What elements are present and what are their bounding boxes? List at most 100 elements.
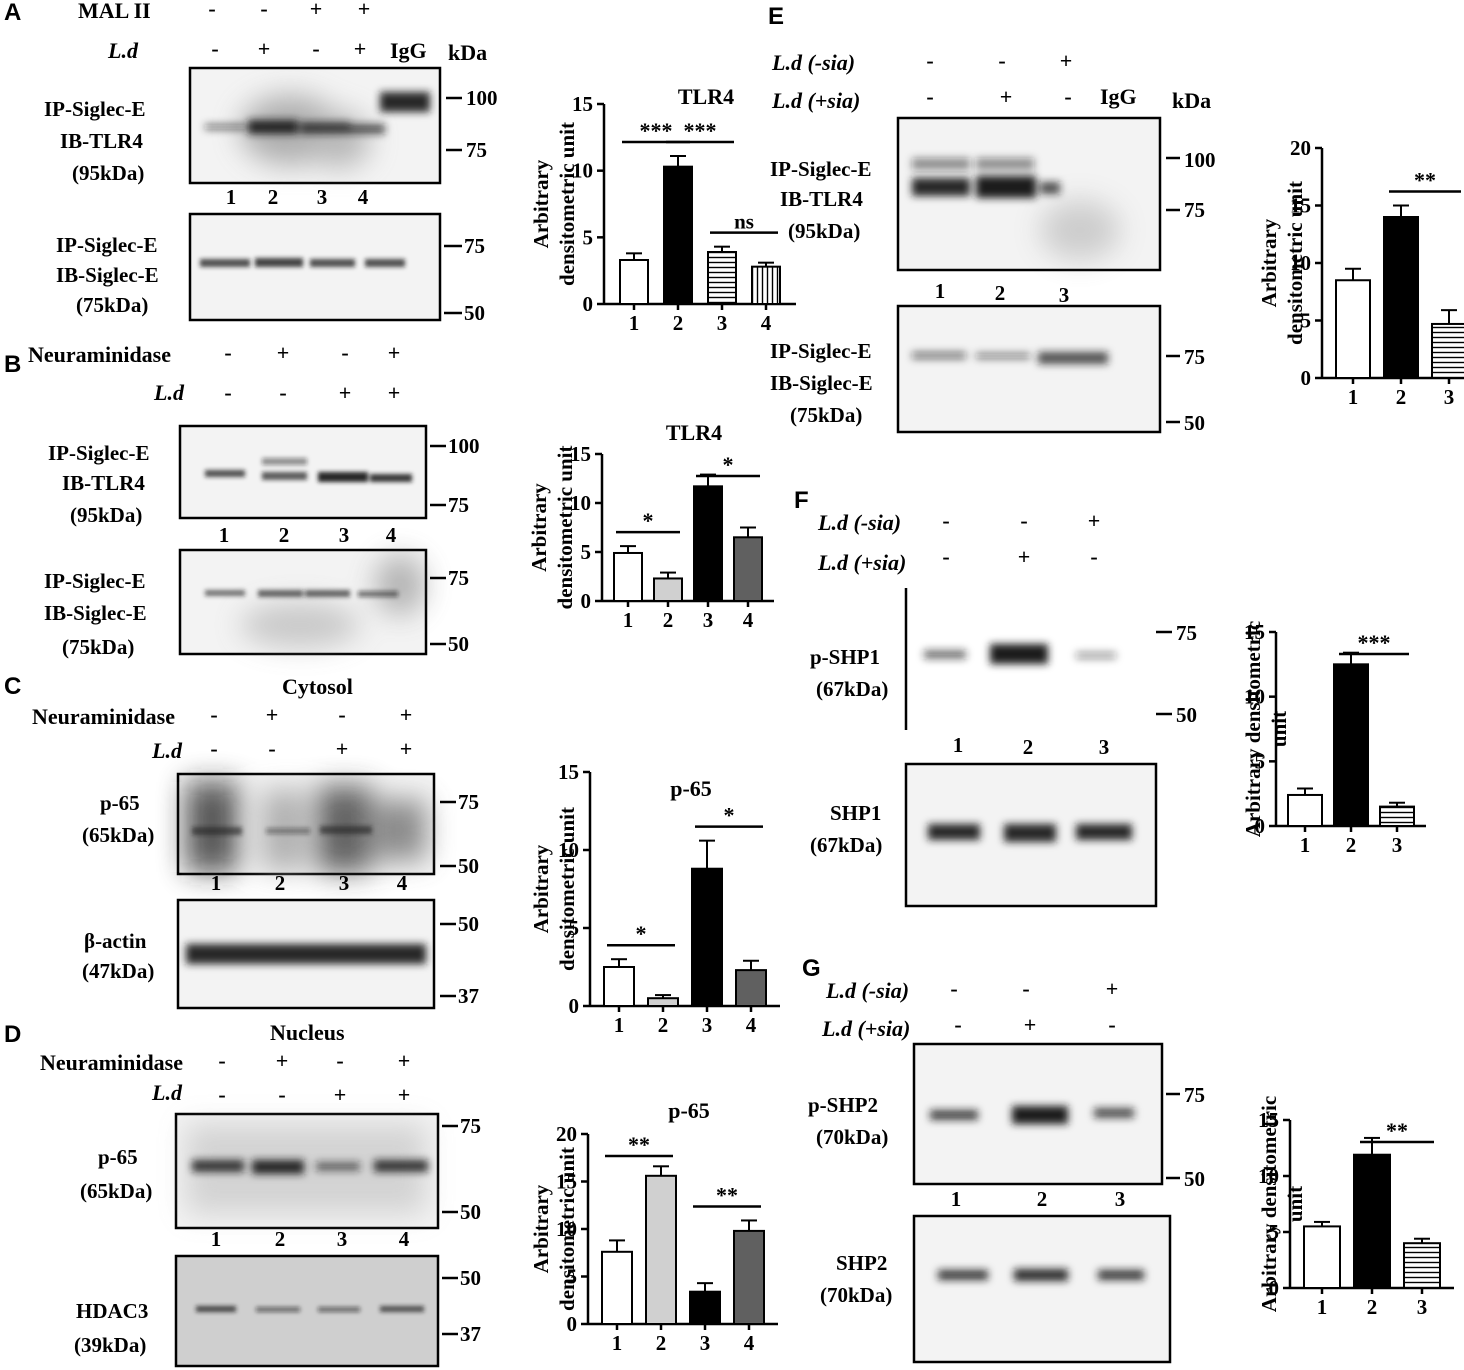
panel-c-lane-4: 4: [397, 871, 408, 895]
chart-d-title: p-65: [668, 1098, 710, 1123]
chart-a: 0 5 10 15 Arbitrary densitometric unit TLR4 1 2 3…: [529, 84, 796, 335]
chart-f-xtick-label-2: 2: [1346, 833, 1357, 857]
panel-d-t2-sign-4: +: [398, 1082, 411, 1107]
panel-c-t2-sign-3: +: [336, 736, 349, 761]
panel-b-t2-sign-3: +: [339, 380, 352, 405]
panel-d-letter: D: [4, 1021, 21, 1048]
panel-f-blot1-label-line1: p-SHP1: [810, 645, 880, 669]
chart-b-bar-3: [693, 485, 723, 602]
chart-a-bar-1: [619, 259, 649, 305]
chart-e-bar-3: [1431, 322, 1464, 380]
panel-g-t1-sign-3: +: [1106, 976, 1119, 1001]
chart-f-ytick-label-2: 10: [1244, 685, 1265, 709]
panel-f-blot1-label-line2: (67kDa): [816, 677, 888, 701]
chart-e-ytick-label-4: 20: [1290, 136, 1311, 160]
panel-b-blot2-label-line1: IP-Siglec-E: [44, 569, 145, 593]
panel-b-lane-2: 2: [279, 523, 290, 547]
chart-c-xtick-label-1: 1: [614, 1013, 625, 1037]
panel-g-blot2-label-line1: SHP2: [836, 1251, 887, 1275]
panel-f-t2-sign-1: -: [942, 544, 949, 569]
chart-a-xtick-label-3: 3: [717, 311, 728, 335]
chart-e-sig-label-1: **: [1414, 168, 1436, 193]
chart-b-ytick-label-0: 0: [581, 589, 592, 613]
panel-c-t1-sign-2: +: [266, 702, 279, 727]
panel-g-lane-2: 2: [1037, 1187, 1048, 1211]
panel-b-marker2-50: 50: [448, 632, 469, 656]
chart-c-xtick-label-3: 3: [702, 1013, 713, 1037]
panel-d-t1-sign-4: +: [398, 1048, 411, 1073]
panel-g-pshp2-bands: [930, 1106, 1134, 1124]
panel-f-marker-50: 50: [1176, 703, 1197, 727]
chart-b-ylabel-0: Arbitrary: [527, 483, 551, 572]
chart-g-ytick-label-0: 0: [1269, 1276, 1280, 1300]
panel-b-lane-3: 3: [339, 523, 350, 547]
panel-f-t2-sign-2: +: [1018, 544, 1031, 569]
panel-d-marker2-37: 37: [460, 1322, 481, 1346]
chart-d-xtick-label-1: 1: [612, 1331, 623, 1355]
panel-g-letter: G: [802, 955, 821, 982]
panel-c-actin-bands: [186, 944, 426, 964]
chart-b-bar-1: [613, 551, 643, 602]
chart-a-ytick-label-3: 15: [572, 92, 593, 116]
panel-e-letter: E: [768, 3, 784, 30]
chart-g-ytick-label-3: 15: [1258, 1108, 1279, 1132]
chart-d-xtick-label-3: 3: [700, 1331, 711, 1355]
chart-a-sig-label-3: ns: [734, 210, 754, 234]
chart-b-title: TLR4: [666, 420, 722, 445]
panel-c-blot1-label-line1: p-65: [100, 791, 140, 815]
panel-a-marker-75: 75: [466, 138, 487, 162]
chart-c-xtick-label-4: 4: [746, 1013, 757, 1037]
chart-d-ylabel-0: Arbitrary: [529, 1184, 553, 1273]
panel-b-marker-100: 100: [448, 434, 480, 458]
panel-a-treatment2-label: L.d: [107, 38, 139, 63]
chart-d-bar-3: [689, 1290, 721, 1325]
chart-b-xtick-label-4: 4: [743, 608, 754, 632]
panel-e-t1-sign-2: -: [998, 48, 1005, 73]
panel-a-blot2-label-line2: IB-Siglec-E: [56, 263, 159, 287]
panel-a: A MAL II - - + + L.d - + - + IgG kDa IP-…: [4, 0, 498, 325]
chart-e-ytick-label-2: 10: [1290, 251, 1311, 275]
panel-f-treatment1-label: L.d (-sia): [817, 510, 901, 535]
chart-a-ylabel-1: densitometric unit: [555, 122, 579, 286]
panel-e-marker-100: 100: [1184, 148, 1216, 172]
chart-c-ytick-label-1: 5: [569, 916, 580, 940]
panel-a-lane-2: 2: [268, 185, 279, 209]
panel-d-lane-2: 2: [275, 1227, 286, 1251]
panel-b-lane-4: 4: [386, 523, 397, 547]
panel-f-t1-sign-1: -: [942, 508, 949, 533]
panel-b-treatment2-label: L.d: [153, 380, 185, 405]
panel-c-marker2-37: 37: [458, 984, 479, 1008]
chart-c-title: p-65: [670, 776, 712, 801]
panel-c-blot2-label-line2: (47kDa): [82, 959, 154, 983]
panel-f: F L.d (-sia) - - + L.d (+sia) - + - p-SH…: [794, 487, 1197, 908]
chart-e-bar-2: [1383, 216, 1419, 379]
chart-c-bar-3: [691, 867, 723, 1007]
panel-g-blot1-label-line1: p-SHP2: [808, 1093, 878, 1117]
panel-a-t2-sign-1: -: [211, 36, 218, 61]
panel-a-marker2-75: 75: [464, 234, 485, 258]
panel-a-blot1-label-line1: IP-Siglec-E: [44, 97, 145, 121]
panel-d-blot1-label-line2: (65kDa): [80, 1179, 152, 1203]
panel-a-t1-sign-2: -: [260, 0, 267, 21]
panel-d-lane-4: 4: [399, 1227, 410, 1251]
chart-d-ytick-label-3: 15: [556, 1170, 577, 1194]
panel-c-marker2-50: 50: [458, 912, 479, 936]
panel-f-shp1-bands: [928, 824, 1132, 842]
chart-d-ytick-label-2: 10: [556, 1217, 577, 1241]
panel-b-t1-sign-4: +: [388, 340, 401, 365]
panel-f-t2-sign-3: -: [1090, 544, 1097, 569]
panel-g-t2-sign-2: +: [1024, 1012, 1037, 1037]
chart-e-xtick-label-1: 1: [1348, 385, 1359, 409]
chart-e-bar-1: [1335, 279, 1371, 379]
panel-e-siglec-bands: [912, 352, 1108, 364]
chart-f-xtick-label-1: 1: [1300, 833, 1311, 857]
panel-e-blot1-label-line1: IP-Siglec-E: [770, 157, 871, 181]
panel-c: C Cytosol Neuraminidase - + - + L.d - - …: [4, 673, 479, 1010]
chart-g-xtick-label-1: 1: [1317, 1295, 1328, 1319]
chart-d-ytick-label-1: 5: [567, 1265, 578, 1289]
chart-a-bar-2: [663, 165, 693, 305]
chart-c-sig-label-2: *: [724, 803, 735, 828]
chart-g-ytick-label-1: 5: [1269, 1220, 1280, 1244]
chart-c-bar-2: [647, 997, 679, 1008]
